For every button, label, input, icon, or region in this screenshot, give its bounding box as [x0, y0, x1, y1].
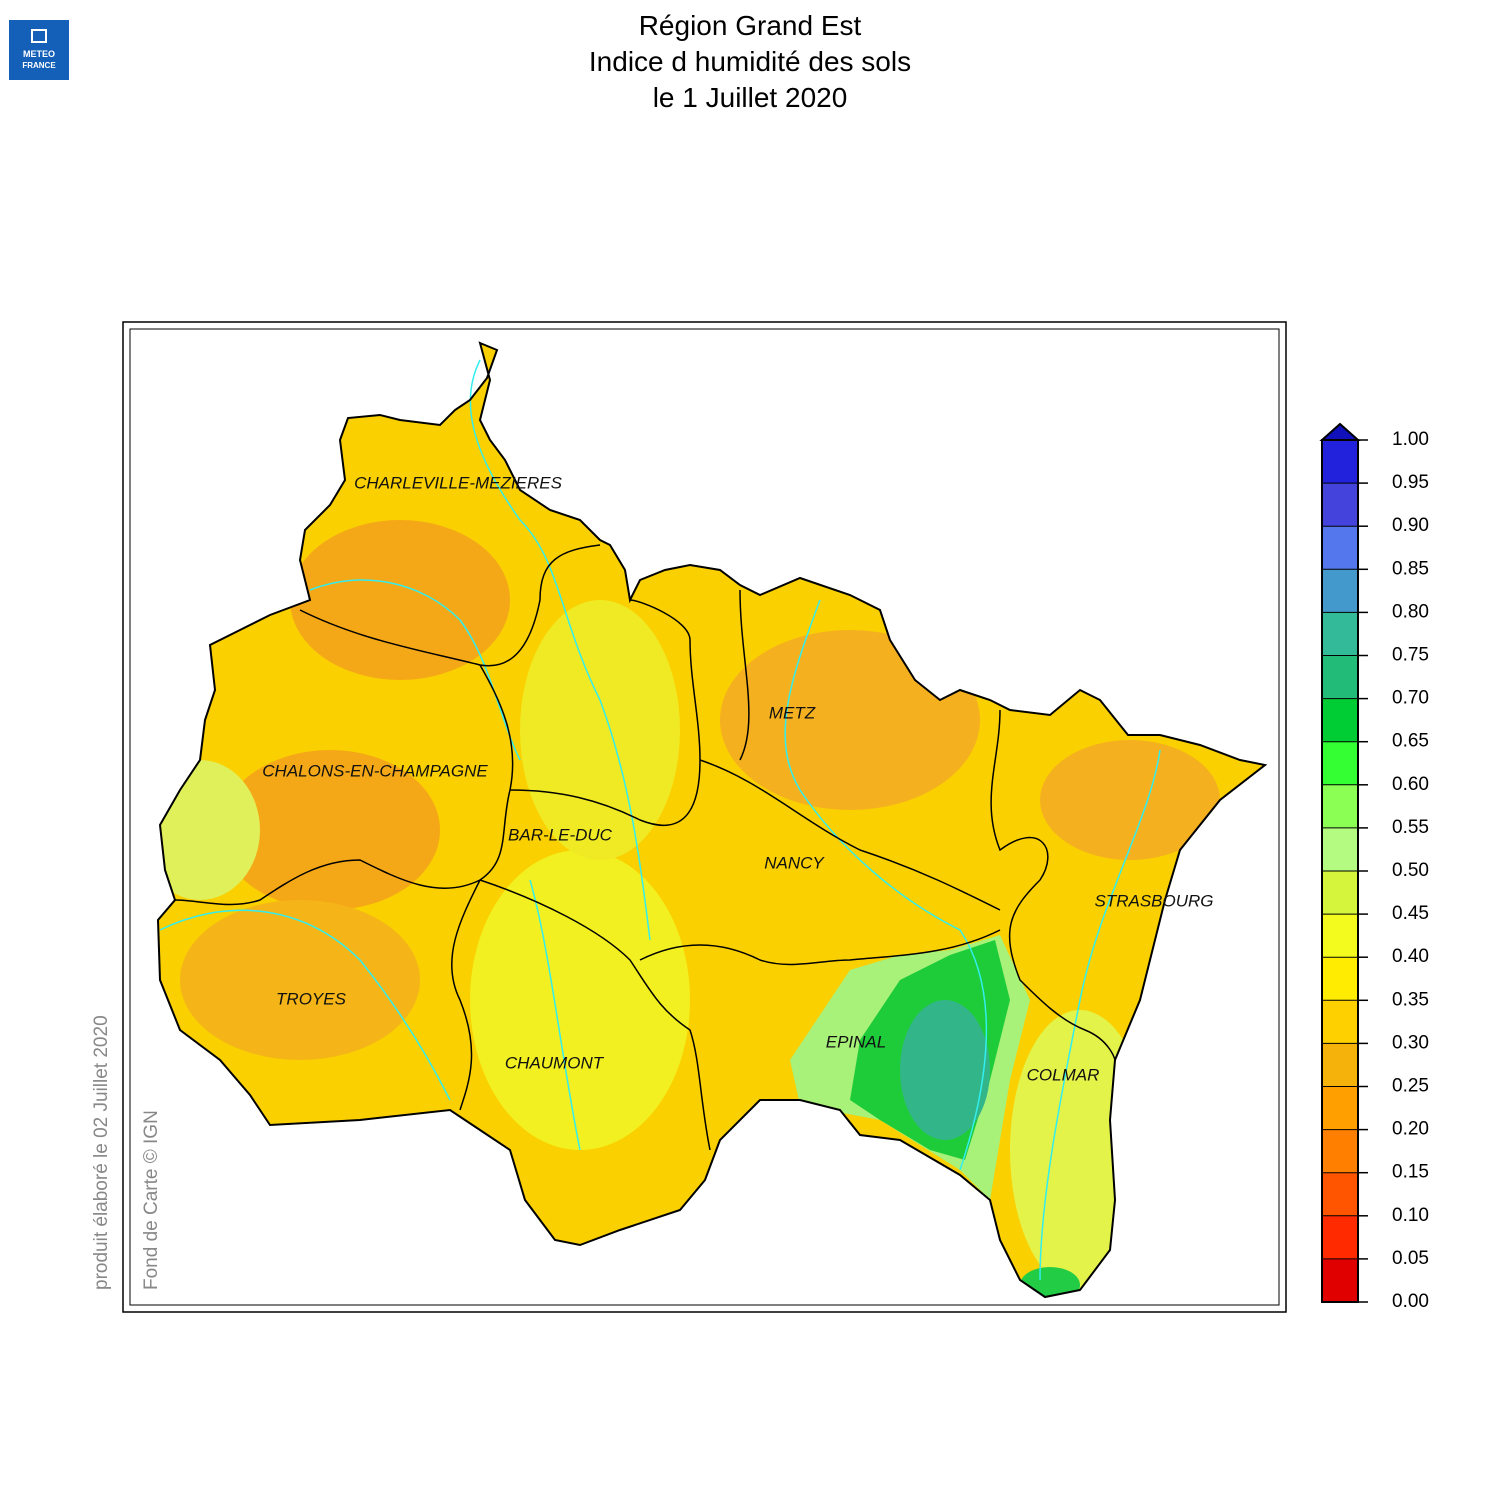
field-zone [470, 850, 690, 1150]
map-frame [122, 321, 1287, 1313]
field-zone [220, 750, 440, 910]
colorbar-bin [1322, 741, 1358, 785]
colorbar-bin [1322, 1000, 1358, 1044]
city-labels: CHARLEVILLE-MEZIERES METZ CHALONS-EN-CHAMP… [262, 473, 1213, 1084]
colorbar-tick-label: 0.55 [1392, 817, 1429, 838]
colorbar-bin [1322, 914, 1358, 958]
river [784, 599, 988, 1171]
colorbar-tick-label: 0.70 [1392, 688, 1429, 709]
city-label: CHAUMONT [505, 1053, 605, 1072]
city-label: STRASBOURG [1094, 891, 1213, 910]
city-label: METZ [769, 703, 816, 722]
colorbar-bin [1322, 612, 1358, 656]
colorbar-tick-label: 0.25 [1392, 1076, 1429, 1097]
rivers [159, 359, 1161, 1281]
colorbar-bin [1322, 526, 1358, 570]
colorbar-bin [1322, 1043, 1358, 1087]
colorbar-bin [1322, 957, 1358, 1001]
colorbar-tick-label: 0.95 [1392, 472, 1429, 493]
colorbar-bin [1322, 1129, 1358, 1173]
map-credit: Fond de Carte © IGN [141, 1110, 162, 1290]
colorbar-bin [1322, 655, 1358, 699]
production-note: produit élaboré le 02 Juillet 2020 [91, 1015, 112, 1290]
frame [122, 321, 1287, 1313]
colorbar-tick-label: 0.10 [1392, 1205, 1429, 1226]
border [990, 709, 1116, 1061]
colorbar-tick-label: 0.45 [1392, 903, 1429, 924]
colorbar-bin [1322, 871, 1358, 915]
field-zone [180, 900, 420, 1060]
river [309, 579, 521, 761]
city-label: CHARLEVILLE-MEZIERES [354, 473, 562, 492]
colorbar-tick-label: 0.80 [1392, 601, 1429, 622]
frame [129, 328, 1280, 1306]
river [529, 879, 581, 1151]
title: le 1 Juillet 2020 [653, 82, 848, 113]
department-borders [174, 544, 1116, 1151]
colorbar-tick-label: 0.15 [1392, 1162, 1429, 1183]
city-label: BAR-LE-DUC [508, 825, 613, 844]
colorbar-bin [1322, 440, 1358, 484]
border [639, 929, 1001, 966]
border [479, 879, 711, 1151]
colorbar-bin [1322, 1086, 1358, 1130]
colorbar-tick-label: 0.90 [1392, 515, 1429, 536]
colorbar-bin [1322, 784, 1358, 828]
colorbar-bin [1322, 1172, 1358, 1216]
border [299, 544, 601, 667]
colorbar: 0.00 0.05 0.10 0.15 0.20 0.25 0.30 0.35 0.40 0.45… [1319, 422, 1429, 1312]
logo-icon [31, 29, 47, 43]
field-zone [1040, 740, 1220, 860]
colorbar-bin [1322, 1215, 1358, 1259]
border [174, 664, 514, 906]
border [699, 759, 1001, 911]
colorbar-tick-label: 0.40 [1392, 946, 1429, 967]
river [469, 359, 651, 941]
colorbar-tick-label: 0.00 [1392, 1291, 1429, 1312]
river [1039, 749, 1161, 1281]
colorbar-bin [1322, 1258, 1358, 1302]
logo-text: FRANCE [22, 61, 56, 70]
colorbar-tick-label: 0.60 [1392, 774, 1429, 795]
colorbar-bin [1322, 569, 1358, 613]
colorbar-tick-label: 0.20 [1392, 1119, 1429, 1140]
colorbar-bin [1322, 827, 1358, 871]
colorbar-tick-label: 0.30 [1392, 1032, 1429, 1053]
field-zone [900, 1000, 990, 1140]
logo: METEO FRANCE [9, 20, 69, 80]
city-label: TROYES [276, 989, 347, 1008]
colorbar-bin [1322, 698, 1358, 742]
colorbar-tick-label: 0.85 [1392, 558, 1429, 579]
colorbar-tick-label: 0.35 [1392, 989, 1429, 1010]
city-label: EPINAL [826, 1032, 886, 1051]
colorbar-tick-label: 0.05 [1392, 1248, 1429, 1269]
title: Région Grand Est [639, 10, 862, 41]
border [451, 879, 481, 1111]
border [739, 589, 750, 761]
city-label: COLMAR [1027, 1065, 1100, 1084]
colorbar-tick-label: 0.50 [1392, 860, 1429, 881]
colorbar-tick-label: 1.00 [1392, 429, 1429, 450]
logo-text: METEO [23, 49, 55, 59]
colorbar-tick-label: 0.65 [1392, 731, 1429, 752]
title: Indice d humidité des sols [589, 46, 911, 77]
city-label: NANCY [764, 853, 825, 872]
city-label: CHALONS-EN-CHAMPAGNE [262, 761, 488, 780]
field-zone [290, 520, 510, 680]
colorbar-bin [1322, 483, 1358, 527]
colorbar-tick-label: 0.75 [1392, 645, 1429, 666]
field-zone [520, 600, 680, 860]
river [159, 909, 451, 1101]
